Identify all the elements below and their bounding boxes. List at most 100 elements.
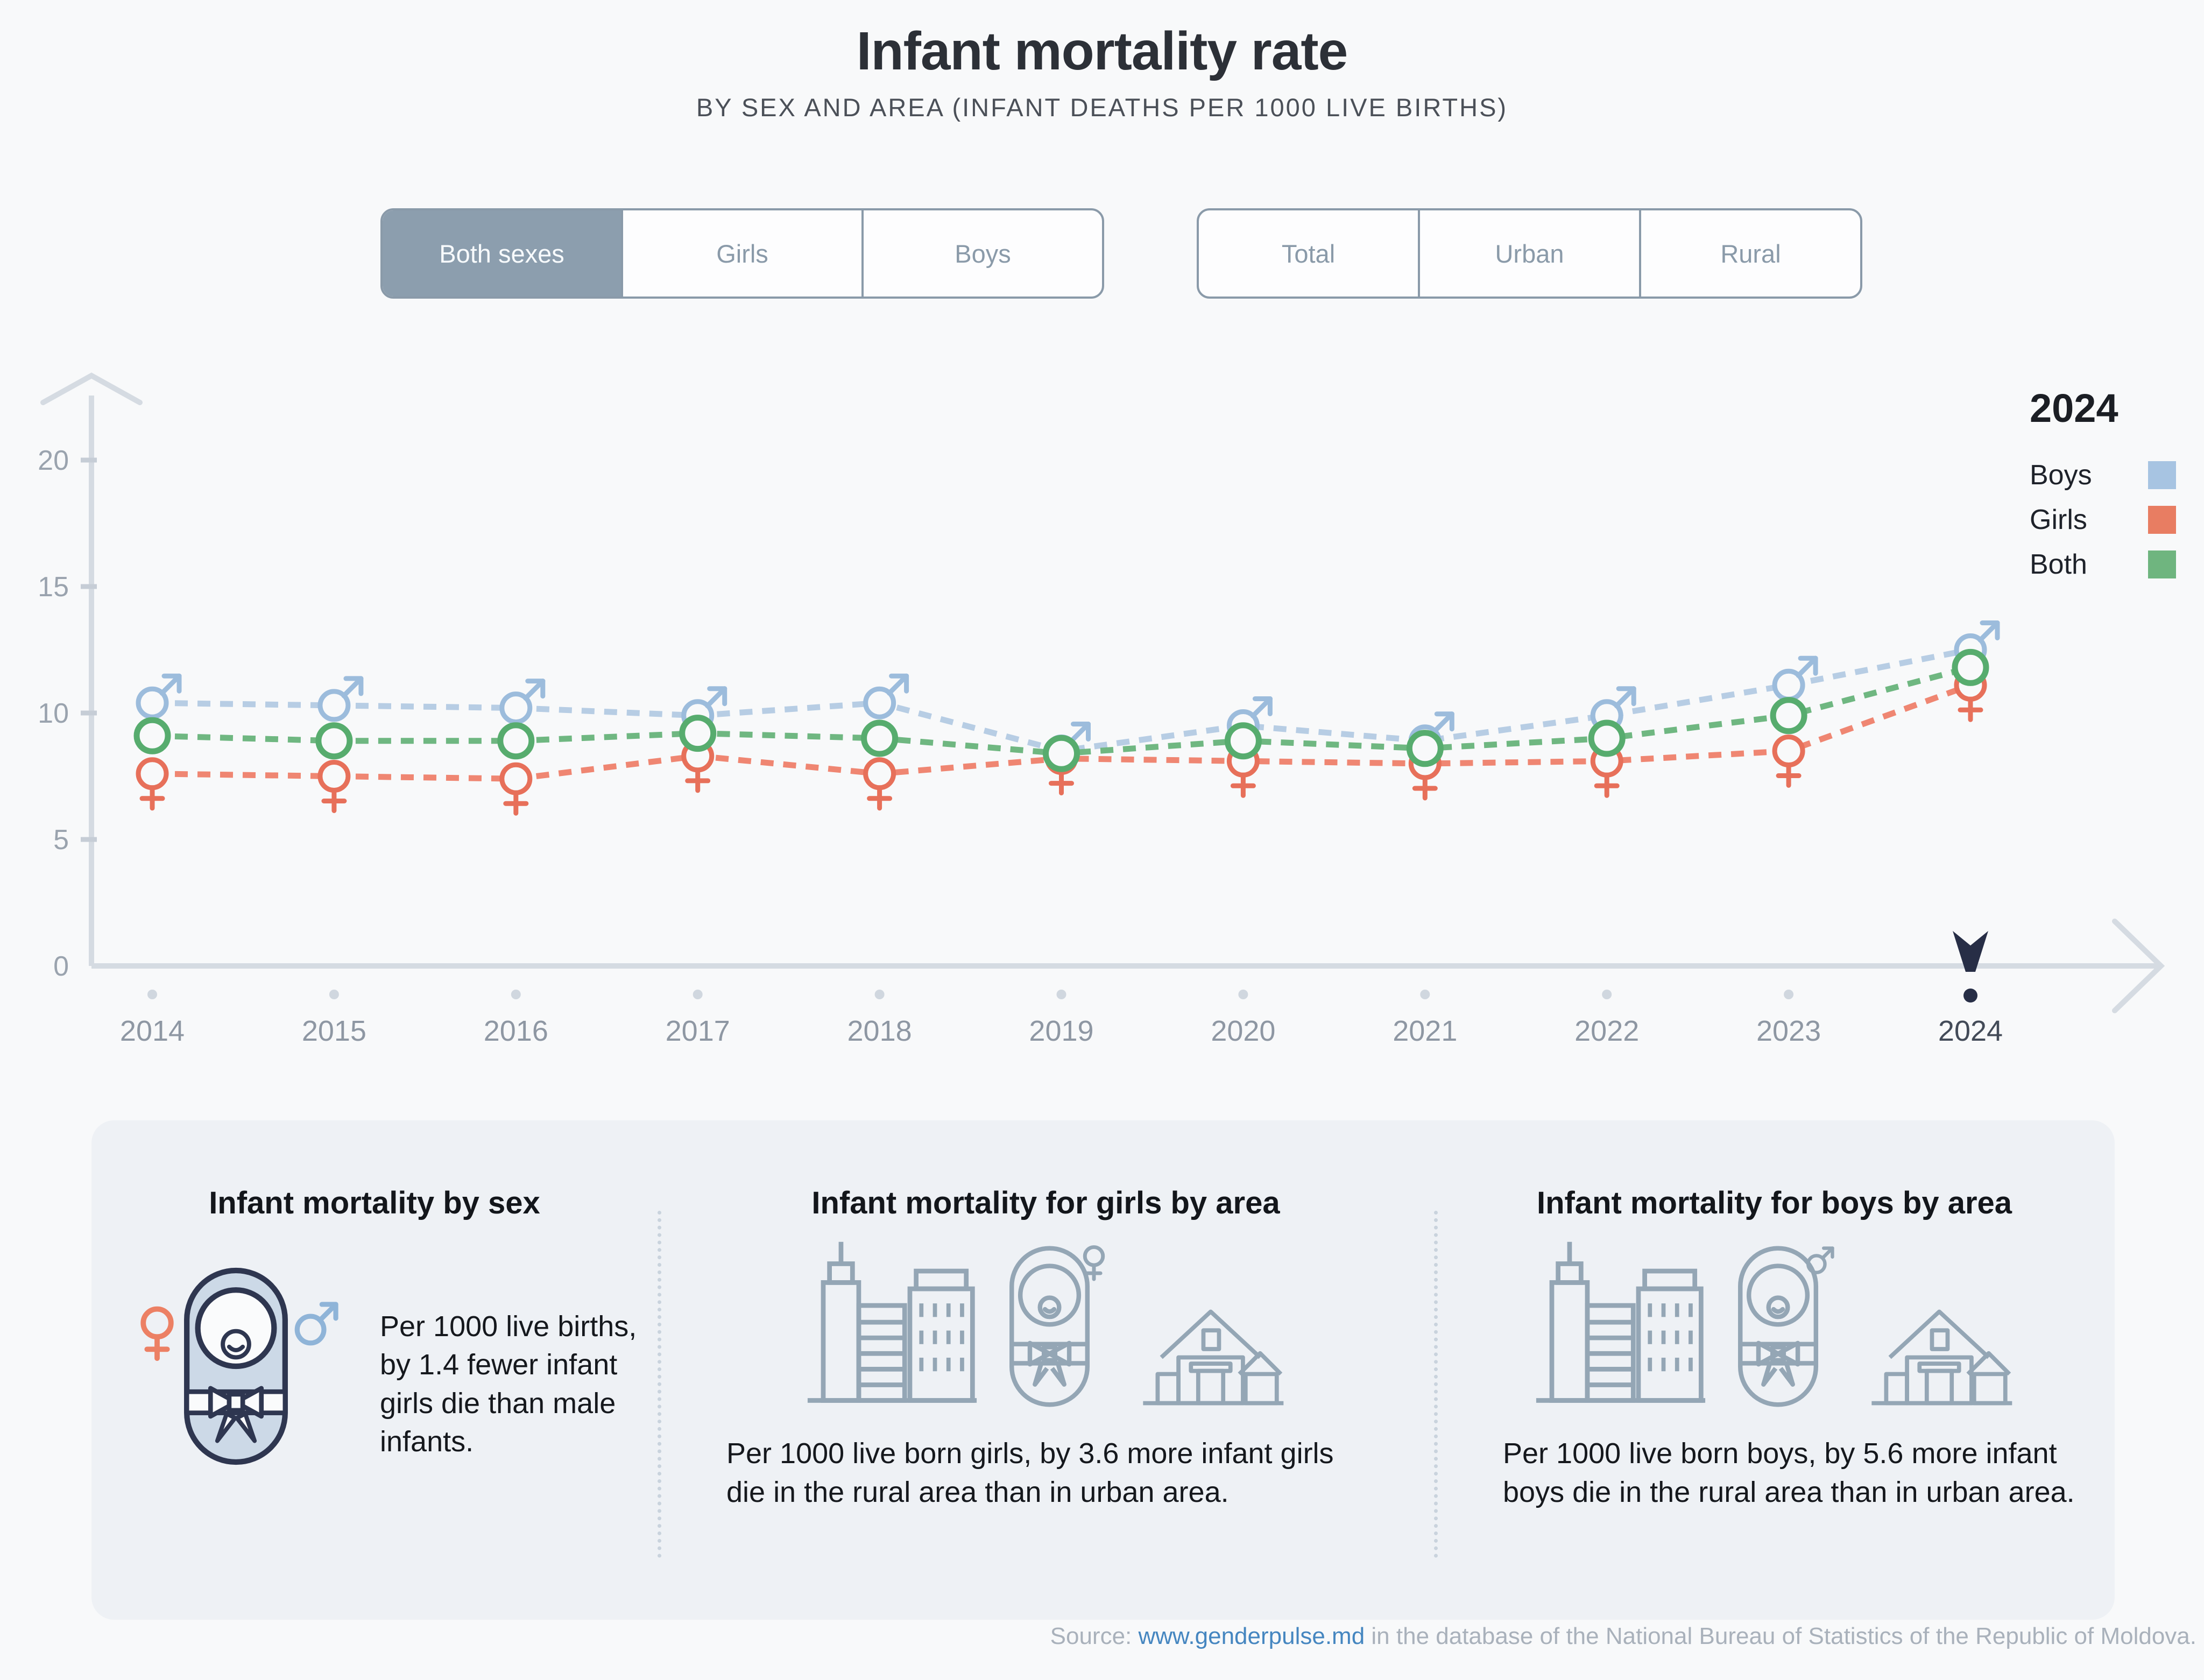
legend-label-boys: Boys: [2030, 460, 2092, 491]
x-label-2015[interactable]: 2015: [302, 1015, 366, 1047]
toggle-rural[interactable]: Rural: [1639, 210, 1860, 297]
card-girls-by-area: Infant mortality for girls by area: [658, 1120, 1434, 1620]
marker-boys-2016[interactable]: [499, 679, 546, 725]
area-toggle-group: Total Urban Rural: [1197, 208, 1862, 299]
highlight-pointer-icon[interactable]: [1953, 931, 1988, 972]
male-icon: [294, 1302, 338, 1346]
marker-both-2014[interactable]: [133, 717, 171, 754]
highlight-dot: [1963, 989, 1977, 1003]
marker-both-2019[interactable]: [1043, 735, 1080, 772]
female-icon: [140, 1306, 174, 1361]
area-icon-row: [658, 1238, 1434, 1410]
x-label-2022[interactable]: 2022: [1574, 1015, 1639, 1047]
marker-girls-2015[interactable]: [317, 760, 351, 813]
marker-both-2024[interactable]: [1952, 648, 1989, 686]
marker-both-2022[interactable]: [1588, 719, 1626, 757]
city-buildings-icon: [807, 1241, 977, 1403]
y-tick-label: 10: [38, 698, 69, 729]
marker-boys-2018[interactable]: [863, 673, 909, 719]
x-label-2017[interactable]: 2017: [666, 1015, 730, 1047]
toggle-boys[interactable]: Boys: [861, 210, 1102, 297]
x-axis-dot: [1784, 990, 1794, 999]
y-tick-label: 20: [38, 445, 69, 476]
marker-both-2018[interactable]: [861, 719, 899, 757]
marker-both-2021[interactable]: [1406, 730, 1444, 767]
x-label-2023[interactable]: 2023: [1756, 1015, 1821, 1047]
card-divider: [1434, 1211, 1438, 1558]
house-icon: [1871, 1309, 2012, 1406]
toggle-total[interactable]: Total: [1199, 210, 1418, 297]
marker-girls-2018[interactable]: [863, 757, 896, 811]
toggle-both-sexes[interactable]: Both sexes: [383, 210, 621, 297]
y-tick-label: 0: [53, 951, 69, 982]
swaddled-baby-outline-icon: [1737, 1246, 1818, 1407]
card-text: Per 1000 live births, by 1.4 fewer infan…: [380, 1310, 637, 1458]
sex-toggle-group: Both sexes Girls Boys: [380, 208, 1104, 299]
x-axis-dot: [1238, 990, 1248, 999]
marker-both-2016[interactable]: [497, 722, 535, 760]
source-line: Source: www.genderpulse.md in the databa…: [1050, 1623, 2196, 1650]
page-subtitle: BY SEX AND AREA (INFANT DEATHS PER 1000 …: [696, 93, 1508, 122]
legend-year: 2024: [2030, 386, 2118, 430]
y-axis-arrow-icon: [40, 372, 143, 405]
x-label-2019[interactable]: 2019: [1029, 1015, 1093, 1047]
marker-boys-2023[interactable]: [1772, 655, 1818, 702]
house-icon: [1142, 1309, 1283, 1406]
marker-girls-2016[interactable]: [499, 762, 533, 816]
legend-item-boys[interactable]: Boys: [2030, 459, 2176, 491]
x-label-2024[interactable]: 2024: [1938, 1015, 2003, 1047]
swaddled-baby-outline-icon: [1009, 1246, 1090, 1407]
legend-item-girls[interactable]: Girls: [2030, 504, 2176, 536]
x-axis-dot: [329, 990, 339, 999]
legend-item-both[interactable]: Both: [2030, 548, 2176, 581]
marker-both-2023[interactable]: [1770, 697, 1807, 735]
marker-boys-2014[interactable]: [136, 673, 182, 719]
source-link[interactable]: www.genderpulse.md: [1138, 1623, 1365, 1649]
legend-swatch-boys-icon: [2148, 461, 2176, 489]
city-buildings-icon: [1536, 1241, 1705, 1403]
chart-legend: 2024 Boys Girls Both: [2030, 385, 2176, 593]
area-icon-row: [1434, 1238, 2115, 1410]
card-title: Infant mortality for girls by area: [811, 1185, 1280, 1220]
source-suffix: in the database of the National Bureau o…: [1365, 1623, 2196, 1649]
x-label-2014[interactable]: 2014: [120, 1015, 185, 1047]
card-title: Infant mortality by sex: [209, 1185, 540, 1220]
legend-label-both: Both: [2030, 549, 2087, 580]
page-title: Infant mortality rate: [856, 21, 1348, 81]
legend-label-girls: Girls: [2030, 504, 2087, 535]
x-axis-dot: [511, 990, 521, 999]
toggle-urban[interactable]: Urban: [1418, 210, 1639, 297]
legend-swatch-girls-icon: [2148, 506, 2176, 534]
x-label-2020[interactable]: 2020: [1211, 1015, 1275, 1047]
x-label-2018[interactable]: 2018: [847, 1015, 912, 1047]
baby-boy-icon-group: [1734, 1240, 1836, 1410]
info-cards-panel: Infant mortality by sex: [91, 1120, 2115, 1620]
baby-sex-icon-cluster: [133, 1265, 343, 1491]
marker-girls-2014[interactable]: [136, 757, 169, 811]
marker-both-2020[interactable]: [1224, 722, 1262, 760]
card-text: Per 1000 live born girls, by 3.6 more in…: [726, 1437, 1334, 1508]
card-divider: [658, 1211, 661, 1558]
card-mortality-by-sex: Infant mortality by sex: [91, 1120, 658, 1620]
toggle-girls[interactable]: Girls: [621, 210, 861, 297]
legend-swatch-both-icon: [2148, 550, 2176, 578]
marker-both-2015[interactable]: [315, 722, 353, 760]
card-title: Infant mortality for boys by area: [1536, 1185, 2012, 1220]
x-label-2016[interactable]: 2016: [484, 1015, 548, 1047]
source-prefix: Source:: [1050, 1623, 1139, 1649]
x-axis-dot: [874, 990, 885, 999]
x-axis-dot: [693, 990, 703, 999]
marker-girls-2023[interactable]: [1772, 735, 1805, 788]
marker-both-2017[interactable]: [679, 715, 717, 752]
x-axis-dot: [1420, 990, 1430, 999]
card-boys-by-area: Infant mortality for boys by area: [1434, 1120, 2115, 1620]
marker-boys-2015[interactable]: [317, 676, 364, 722]
x-axis-dot: [1056, 990, 1066, 999]
x-axis-dot: [1602, 990, 1612, 999]
card-text: Per 1000 live born boys, by 5.6 more inf…: [1503, 1437, 2075, 1508]
y-tick-label: 5: [53, 824, 69, 856]
x-label-2021[interactable]: 2021: [1393, 1015, 1457, 1047]
baby-girl-icon-group: [1006, 1240, 1108, 1410]
